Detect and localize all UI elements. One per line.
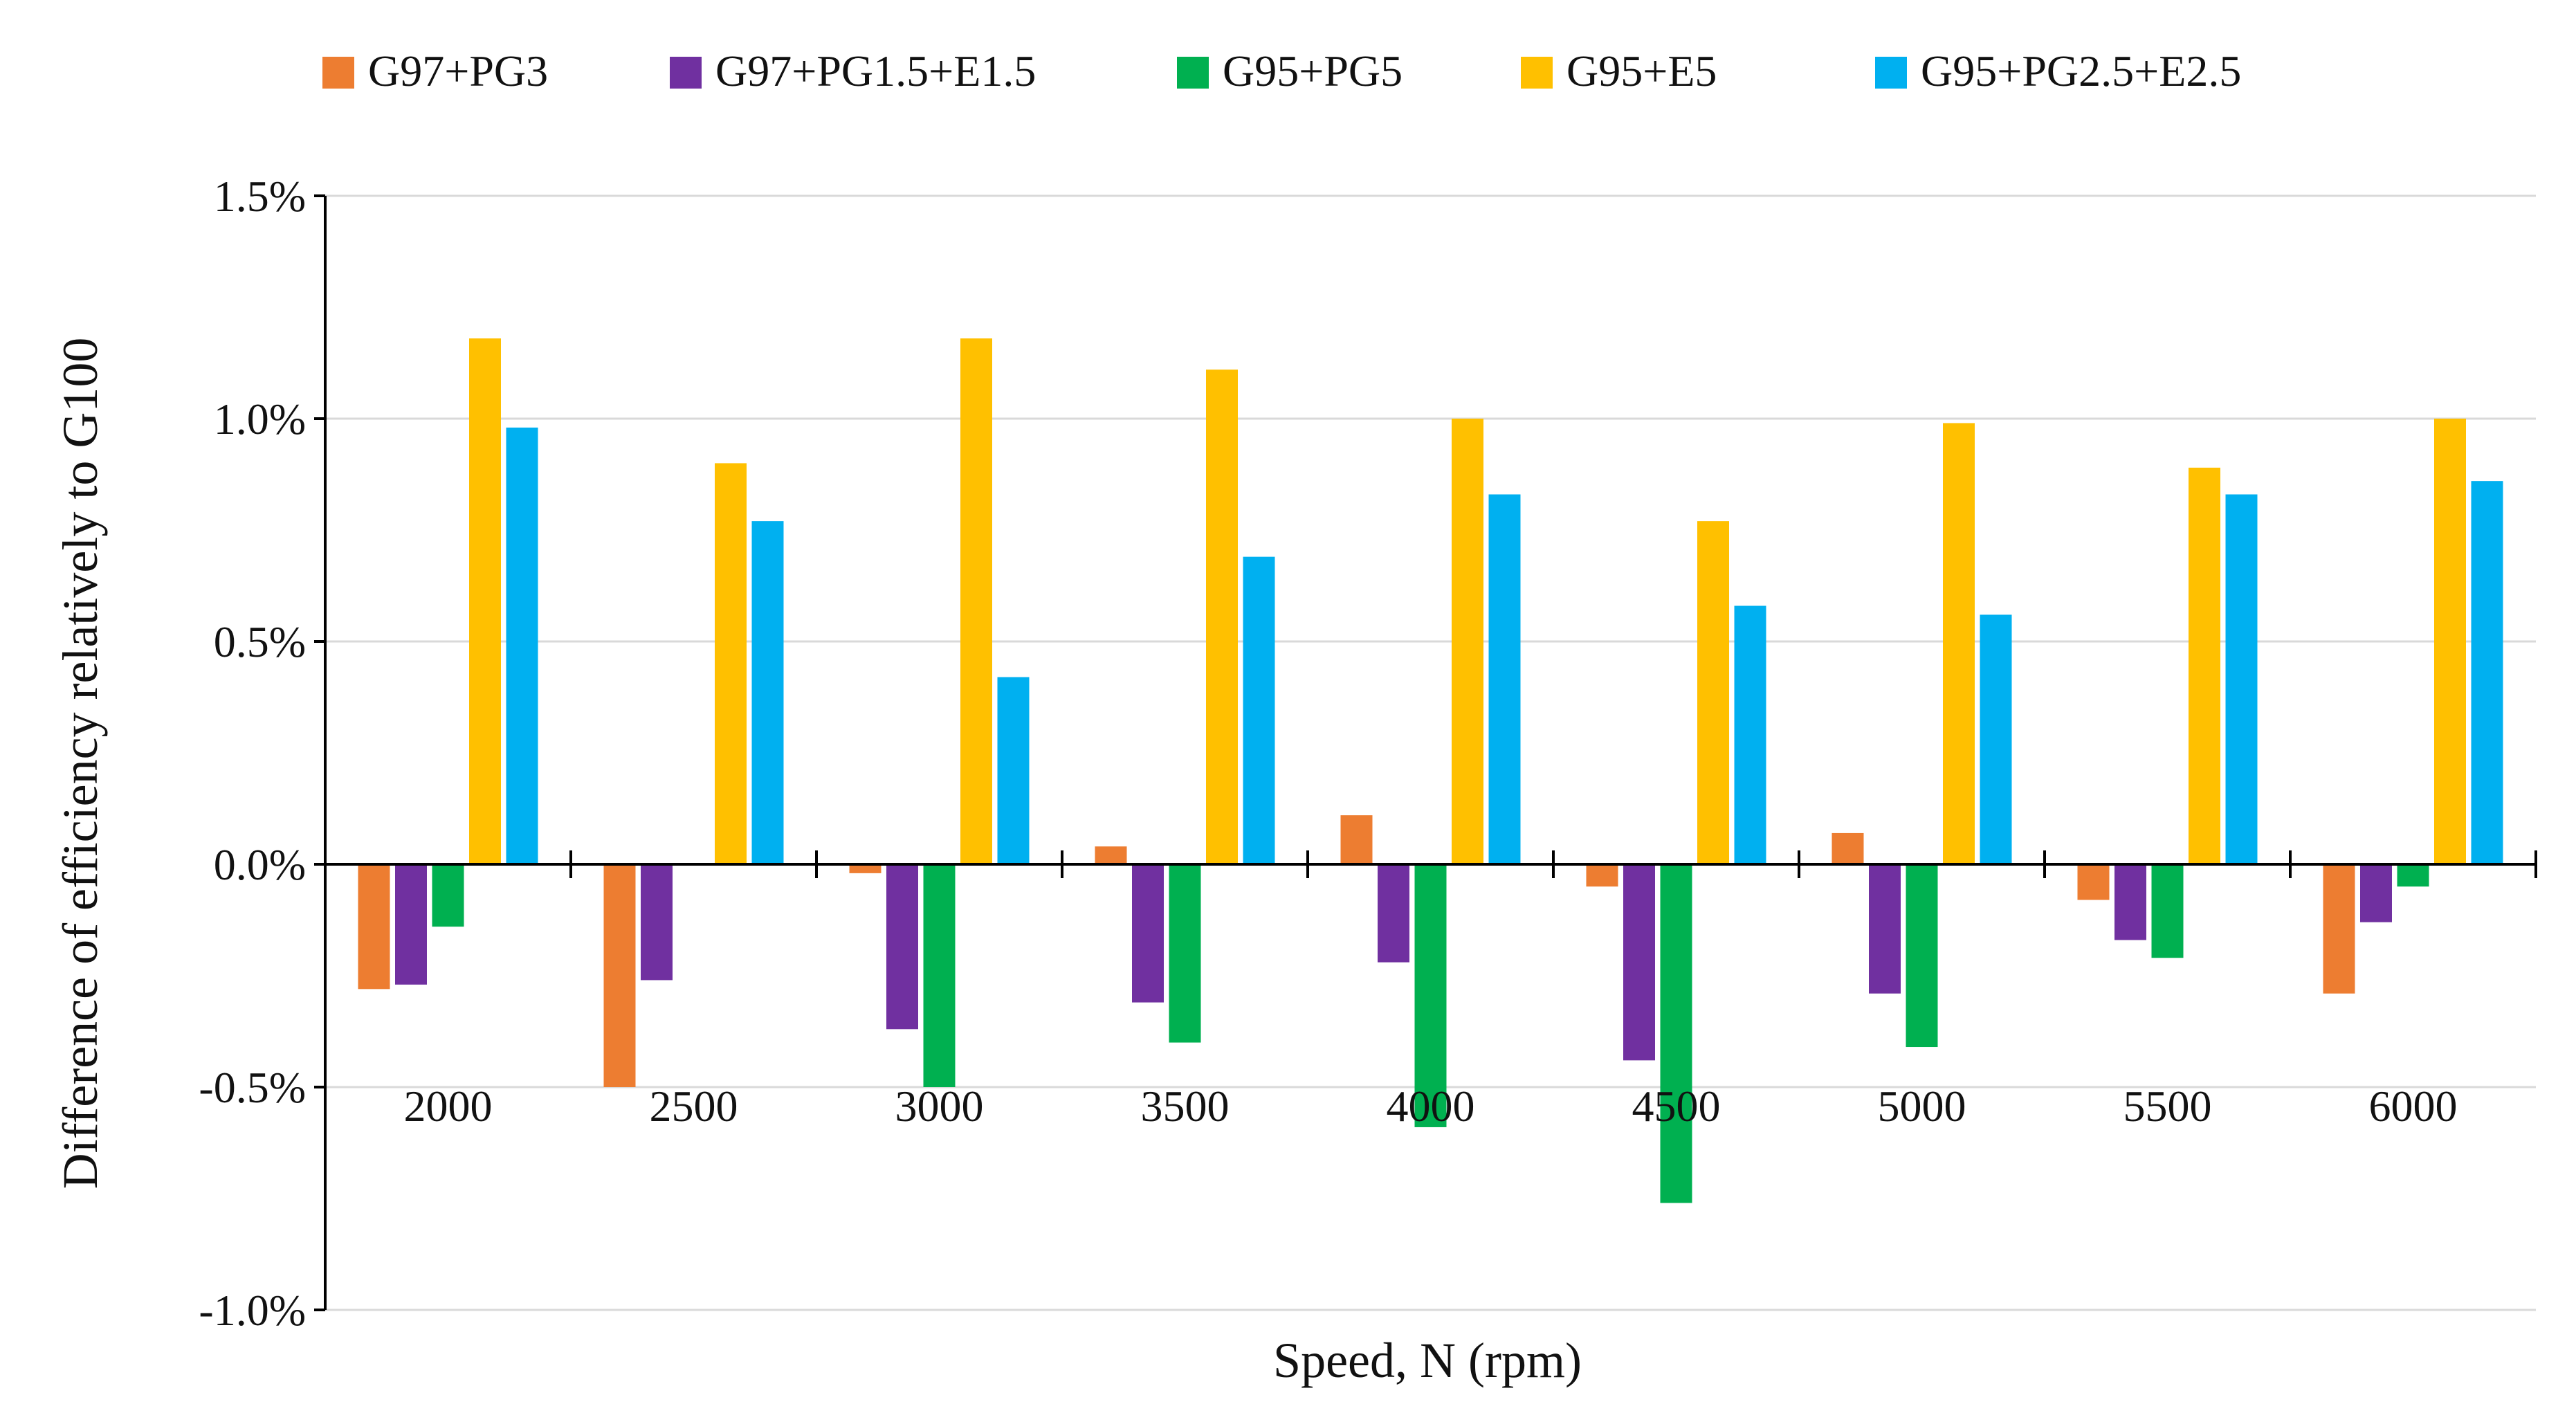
bar-g95-pg2-5-e2-5-2000	[506, 427, 538, 864]
bar-g95-e5-3500	[1206, 370, 1238, 864]
bar-g95-pg5-5000	[1906, 864, 1938, 1048]
bar-g95-e5-4000	[1452, 419, 1483, 864]
legend-swatch	[1521, 57, 1553, 89]
bar-g97-pg1-5-e1-5-3500	[1132, 864, 1164, 1003]
legend-label: G97+PG3	[368, 46, 548, 95]
y-tick-label: 0.0%	[214, 840, 306, 889]
legend-item: G97+PG1.5+E1.5	[670, 46, 1036, 95]
legend-swatch	[670, 57, 702, 89]
bar-g97-pg3-3000	[849, 864, 881, 873]
bar-g97-pg3-6000	[2323, 864, 2355, 994]
bar-g97-pg1-5-e1-5-5000	[1869, 864, 1901, 994]
bar-g97-pg3-2000	[358, 864, 390, 990]
bar-g97-pg3-5000	[1831, 832, 1864, 864]
bar-g97-pg1-5-e1-5-6000	[2360, 864, 2392, 922]
x-tick-label: 4500	[1632, 1082, 1721, 1131]
y-tick-label: 0.5%	[214, 617, 306, 666]
x-tick-label: 3000	[895, 1082, 984, 1131]
bar-g97-pg1-5-e1-5-5500	[2114, 864, 2146, 940]
x-tick-label: 6000	[2369, 1082, 2458, 1131]
bar-g95-pg2-5-e2-5-4500	[1734, 605, 1766, 864]
bar-g95-pg2-5-e2-5-3500	[1243, 556, 1275, 864]
x-tick-label: 2500	[650, 1082, 738, 1131]
bar-g95-pg5-2000	[432, 864, 464, 927]
bar-g95-pg5-6000	[2397, 864, 2429, 887]
legend-label: G97+PG1.5+E1.5	[715, 46, 1036, 95]
bar-g97-pg1-5-e1-5-4500	[1623, 864, 1655, 1061]
x-tick-label: 5000	[1878, 1082, 1966, 1131]
bar-g95-pg2-5-e2-5-4000	[1488, 494, 1521, 864]
legend-label: G95+PG2.5+E2.5	[1921, 46, 2241, 95]
legend-swatch	[1177, 57, 1209, 89]
bar-g97-pg3-5500	[2077, 864, 2110, 900]
bar-g95-pg5-5500	[2151, 864, 2184, 958]
legend: G97+PG3 G97+PG1.5+E1.5 G95+PG5 G95+E5 G95+PG…	[322, 46, 2241, 95]
bar-g97-pg3-2500	[603, 864, 636, 1087]
bar-g97-pg1-5-e1-5-2000	[395, 864, 427, 985]
bar-g95-pg2-5-e2-5-3000	[997, 677, 1030, 864]
y-tick-label: -0.5%	[199, 1063, 306, 1112]
bar-g95-e5-4500	[1697, 521, 1729, 864]
bar-g97-pg1-5-e1-5-3000	[886, 864, 918, 1030]
y-tick-label: -1.0%	[199, 1286, 306, 1335]
legend-label: G95+PG5	[1223, 46, 1403, 95]
legend-item: G97+PG3	[322, 46, 548, 95]
y-axis-title: Difference of efficiency relatively to G…	[53, 338, 108, 1189]
x-tick-label: 4000	[1387, 1082, 1475, 1131]
bar-g95-e5-5500	[2189, 467, 2220, 864]
bar-g95-e5-2500	[715, 463, 747, 864]
bar-g95-e5-6000	[2434, 419, 2466, 864]
bar-g97-pg3-3500	[1095, 846, 1127, 864]
bar-g97-pg1-5-e1-5-4000	[1378, 864, 1409, 963]
bar-g95-pg2-5-e2-5-6000	[2471, 481, 2503, 864]
y-tick-label: 1.0%	[214, 394, 306, 444]
axes: -1.0% -0.5% 0.0% 0.5% 1.0% 1.5% 2000 2500 3000 35…	[199, 172, 2537, 1335]
legend-label: G95+E5	[1566, 46, 1717, 95]
bars	[358, 338, 2503, 1203]
bar-g95-e5-2000	[469, 338, 501, 865]
legend-item: G95+E5	[1521, 46, 1717, 95]
y-tick-label: 1.5%	[214, 172, 306, 221]
gridlines	[325, 194, 2536, 1311]
legend-swatch	[1875, 57, 1907, 89]
legend-item: G95+PG5	[1177, 46, 1403, 95]
bar-g95-pg2-5-e2-5-5500	[2225, 494, 2258, 864]
bar-g95-e5-5000	[1943, 423, 1975, 864]
x-tick-label: 3500	[1141, 1082, 1230, 1131]
x-axis-title: Speed, N (rpm)	[1273, 1333, 1582, 1388]
bar-g95-pg5-4000	[1414, 864, 1447, 1127]
bar-g95-pg5-4500	[1660, 864, 1692, 1203]
bar-g95-pg2-5-e2-5-2500	[751, 521, 784, 864]
x-tick-label: 5500	[2123, 1082, 2212, 1131]
bar-g97-pg1-5-e1-5-2500	[641, 864, 673, 981]
legend-swatch	[322, 57, 354, 89]
legend-item: G95+PG2.5+E2.5	[1875, 46, 2241, 95]
x-tick-label: 2000	[404, 1082, 493, 1131]
bar-g95-pg5-3500	[1169, 864, 1201, 1043]
bar-g95-pg5-3000	[923, 864, 956, 1087]
bar-g97-pg3-4500	[1586, 864, 1618, 887]
bar-g97-pg3-4000	[1340, 815, 1373, 864]
bar-g95-e5-3000	[960, 338, 992, 865]
bar-g95-pg2-5-e2-5-5000	[1980, 614, 2012, 864]
